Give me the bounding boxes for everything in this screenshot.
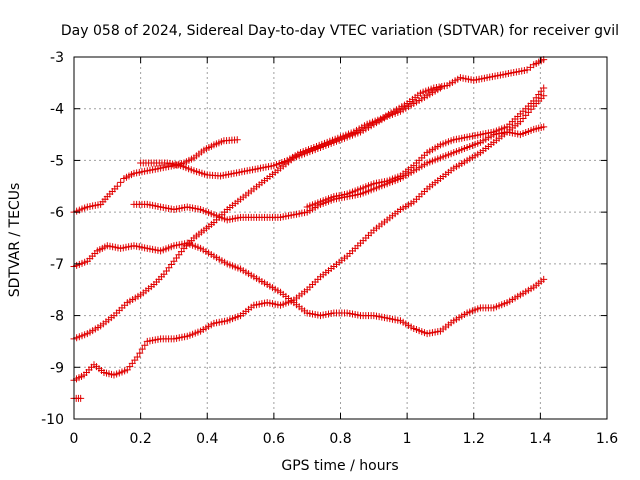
data-point (540, 275, 548, 283)
x-tick-label: 1.2 (463, 431, 485, 447)
y-tick-labels: -10 -9 -8 -7 -6 -5 -4 -3 (41, 50, 64, 428)
y-tick-label: -5 (50, 153, 64, 169)
x-tick-label: 0.4 (196, 431, 218, 447)
x-tick-label: 0.6 (263, 431, 285, 447)
data-point (540, 92, 548, 100)
data-point (136, 349, 144, 357)
data-point (138, 345, 146, 353)
series-D (70, 239, 548, 338)
y-tick-label: -9 (50, 360, 64, 376)
series-H (70, 394, 85, 402)
series-B (137, 56, 548, 180)
data-point (436, 84, 444, 92)
x-tick-label: 1.4 (529, 431, 551, 447)
x-tick-labels: 0 0.2 0.4 0.6 0.8 1 1.2 1.4 1.6 (70, 431, 619, 447)
y-tick-label: -7 (50, 257, 64, 273)
series-G (303, 84, 548, 211)
y-tick-label: -3 (50, 50, 64, 66)
data-markers (70, 56, 548, 402)
series-A (70, 136, 241, 216)
data-point (141, 341, 149, 349)
series-E (70, 84, 444, 343)
data-point (540, 123, 548, 131)
x-tick-label: 0.8 (329, 431, 351, 447)
chart-title: Day 058 of 2024, Sidereal Day-to-day VTE… (61, 23, 619, 39)
y-axis-title: SDTVAR / TECUs (7, 183, 23, 298)
x-tick-label: 1 (403, 431, 412, 447)
data-point (233, 136, 241, 144)
x-tick-label: 0 (70, 431, 79, 447)
x-tick-label: 0.2 (129, 431, 151, 447)
grid (74, 57, 607, 419)
y-tick-label: -8 (50, 309, 64, 325)
data-point (540, 84, 548, 92)
axis-ticks (73, 56, 608, 420)
data-point (77, 394, 85, 402)
x-axis-title: GPS time / hours (281, 458, 398, 474)
y-tick-label: -6 (50, 205, 64, 221)
series-F (70, 92, 548, 384)
data-point (113, 182, 121, 190)
y-tick-label: -10 (41, 412, 64, 428)
x-tick-label: 1.6 (596, 431, 618, 447)
y-tick-label: -4 (50, 102, 64, 118)
data-point (117, 178, 125, 186)
data-point (133, 353, 141, 361)
